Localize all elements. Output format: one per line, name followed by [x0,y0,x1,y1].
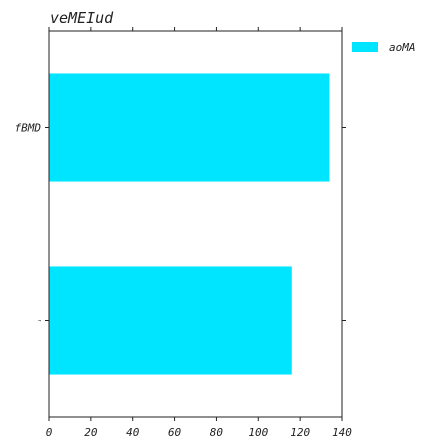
bar [49,73,330,182]
legend: aoMA [352,41,416,54]
bars [49,73,330,375]
y-tick-label: fBMD [15,122,42,135]
x-tick-label: 40 [126,426,140,439]
x-tick-label: 20 [84,426,98,439]
y-tick-label: ¬ [38,319,41,325]
legend-swatch [352,42,378,52]
axis-ticks: 0 20 40 60 80 100 120 140 fBMD ¬ [15,27,352,439]
x-tick-label: 80 [210,426,224,439]
x-tick-label: 100 [248,426,268,439]
x-tick-label: 120 [290,426,310,439]
bar [49,266,292,375]
legend-label: aoMA [389,41,416,54]
x-tick-label: 60 [168,426,182,439]
chart-title: veMEIud [50,9,114,27]
x-tick-label: 0 [46,426,53,439]
plot-frame [48,30,343,418]
x-tick-label: 140 [332,426,352,439]
